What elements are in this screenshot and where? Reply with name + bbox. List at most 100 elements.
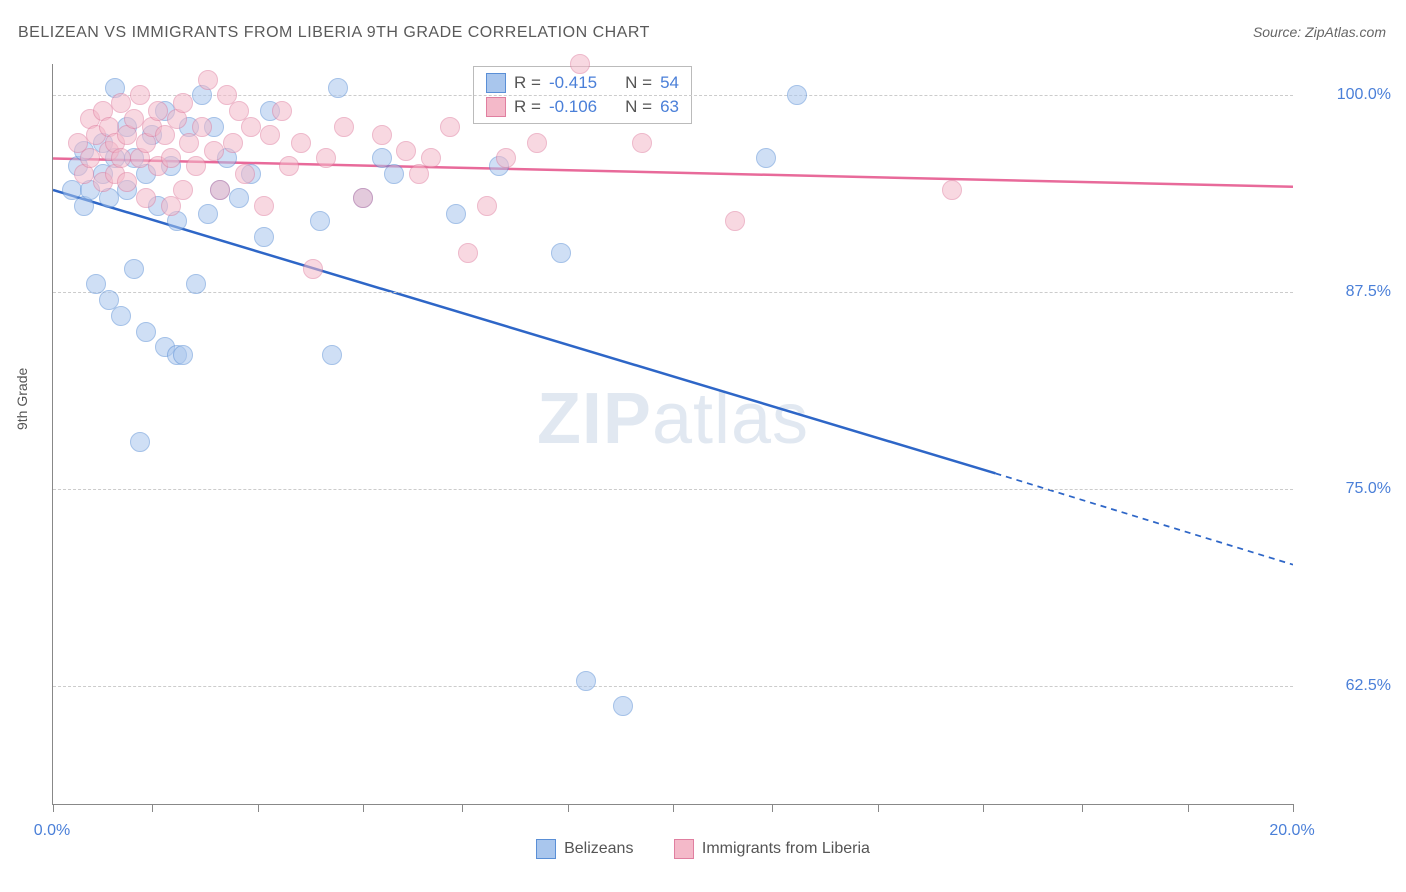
data-point: [198, 204, 218, 224]
legend-row: R =-0.415N =54: [486, 71, 679, 95]
data-point: [80, 148, 100, 168]
data-point: [111, 306, 131, 326]
data-point: [396, 141, 416, 161]
gridline: [53, 489, 1293, 490]
source-label: Source:: [1253, 24, 1301, 40]
data-point: [210, 180, 230, 200]
y-axis-label: 9th Grade: [14, 368, 30, 430]
gridline: [53, 686, 1293, 687]
legend-row: R = -0.106 N = 63: [486, 95, 679, 119]
data-point: [613, 696, 633, 716]
gridline: [53, 95, 1293, 96]
data-point: [111, 148, 131, 168]
data-point: [148, 101, 168, 121]
data-point: [353, 188, 373, 208]
n-value: 63: [660, 95, 679, 119]
x-tick: [673, 804, 674, 812]
data-point: [527, 133, 547, 153]
data-point: [130, 85, 150, 105]
data-point: [260, 125, 280, 145]
x-tick-label: 0.0%: [34, 822, 70, 840]
y-tick-label: 62.5%: [1346, 677, 1391, 695]
data-point: [241, 117, 261, 137]
data-point: [136, 322, 156, 342]
x-tick: [1188, 804, 1189, 812]
data-point: [279, 156, 299, 176]
data-point: [161, 148, 181, 168]
data-point: [440, 117, 460, 137]
x-tick: [258, 804, 259, 812]
data-point: [198, 70, 218, 90]
data-point: [124, 109, 144, 129]
data-point: [787, 85, 807, 105]
x-tick: [1082, 804, 1083, 812]
gridline: [53, 292, 1293, 293]
r-label: R =: [514, 71, 541, 95]
data-point: [173, 345, 193, 365]
data-point: [303, 259, 323, 279]
data-point: [372, 125, 392, 145]
legend-item-liberia: Immigrants from Liberia: [674, 839, 870, 859]
data-point: [316, 148, 336, 168]
data-point: [235, 164, 255, 184]
data-point: [421, 148, 441, 168]
x-tick: [363, 804, 364, 812]
x-tick: [568, 804, 569, 812]
data-point: [204, 141, 224, 161]
trend-line: [53, 190, 995, 473]
watermark-brand-b: atlas: [652, 379, 809, 459]
data-point: [173, 180, 193, 200]
data-point: [334, 117, 354, 137]
r-value: -0.415: [549, 71, 597, 95]
r-value: -0.106: [549, 95, 597, 119]
data-point: [551, 243, 571, 263]
data-point: [322, 345, 342, 365]
data-point: [384, 164, 404, 184]
data-point: [576, 671, 596, 691]
r-label: R =: [514, 95, 541, 119]
data-point: [496, 148, 516, 168]
data-point: [254, 196, 274, 216]
data-point: [136, 188, 156, 208]
data-point: [186, 274, 206, 294]
x-tick: [1293, 804, 1294, 812]
x-tick: [462, 804, 463, 812]
data-point: [570, 54, 590, 74]
x-tick: [878, 804, 879, 812]
data-point: [254, 227, 274, 247]
swatch-belizeans: [536, 839, 556, 859]
data-point: [117, 172, 137, 192]
data-point: [223, 133, 243, 153]
data-point: [725, 211, 745, 231]
data-point: [186, 156, 206, 176]
n-label: N =: [625, 71, 652, 95]
series-legend: Belizeans Immigrants from Liberia: [0, 839, 1406, 864]
data-point: [477, 196, 497, 216]
legend-swatch: [486, 97, 506, 117]
n-label: N =: [625, 95, 652, 119]
y-tick-label: 75.0%: [1346, 480, 1391, 498]
data-point: [124, 259, 144, 279]
legend-label-belizeans: Belizeans: [564, 840, 633, 858]
watermark-brand-a: ZIP: [537, 379, 652, 459]
data-point: [328, 78, 348, 98]
data-point: [632, 133, 652, 153]
legend-label-liberia: Immigrants from Liberia: [702, 840, 870, 858]
data-point: [173, 93, 193, 113]
source-attribution: Source: ZipAtlas.com: [1253, 24, 1386, 40]
data-point: [458, 243, 478, 263]
data-point: [942, 180, 962, 200]
x-tick: [152, 804, 153, 812]
trend-line-extrapolated: [995, 473, 1293, 564]
y-tick-label: 87.5%: [1346, 283, 1391, 301]
x-tick: [983, 804, 984, 812]
data-point: [192, 117, 212, 137]
source-value: ZipAtlas.com: [1305, 24, 1386, 40]
x-tick: [772, 804, 773, 812]
data-point: [130, 432, 150, 452]
legend-swatch: [486, 73, 506, 93]
x-tick-label: 20.0%: [1269, 822, 1314, 840]
data-point: [310, 211, 330, 231]
watermark: ZIPatlas: [537, 378, 809, 460]
y-tick-label: 100.0%: [1337, 86, 1391, 104]
